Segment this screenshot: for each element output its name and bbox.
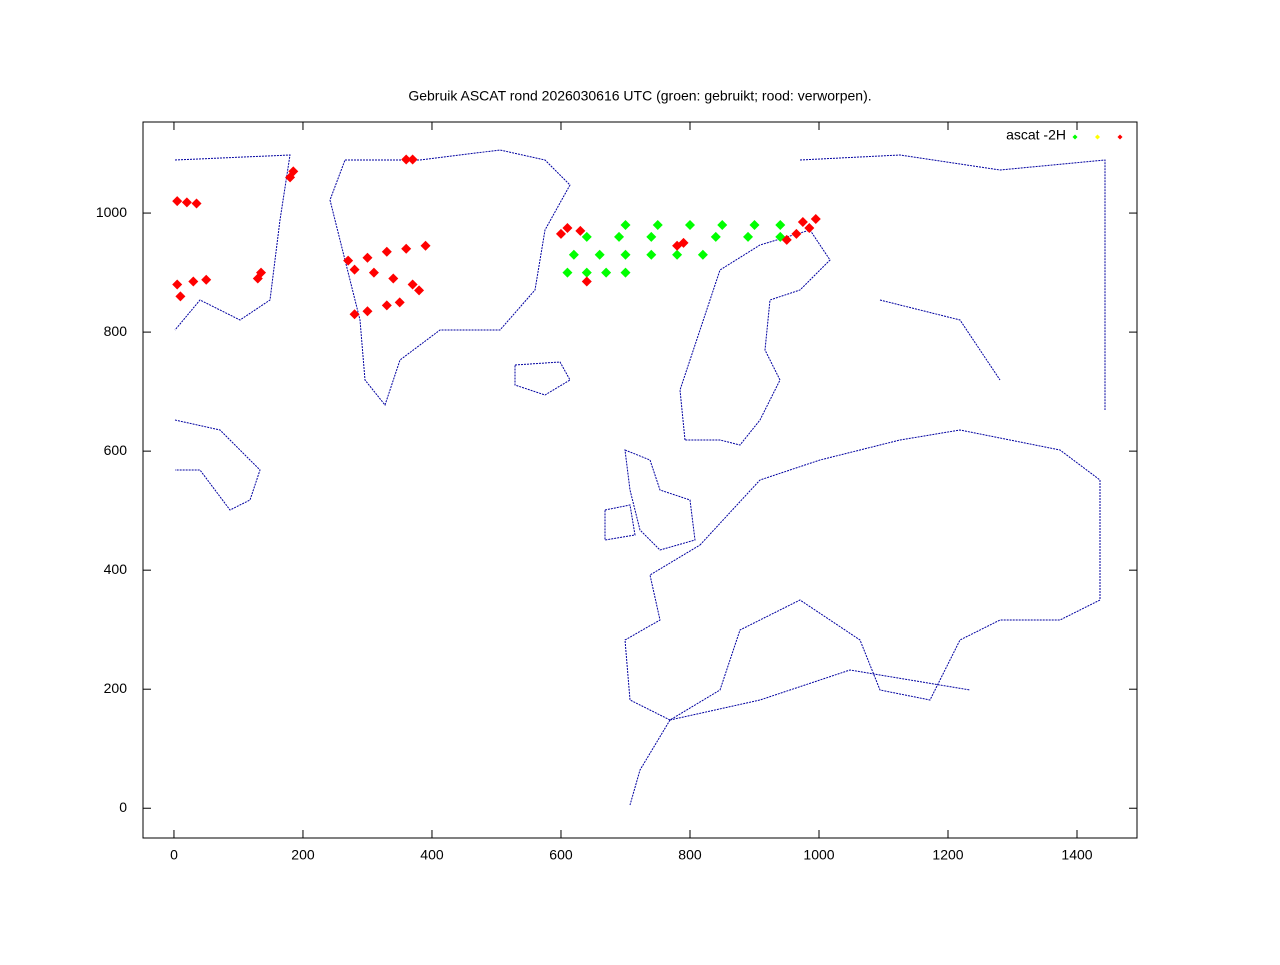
point — [791, 228, 802, 239]
point — [181, 197, 192, 208]
point — [188, 276, 199, 287]
point — [401, 243, 412, 254]
point — [381, 300, 392, 311]
point — [652, 219, 663, 230]
coastline — [679, 229, 831, 446]
y-tick-label: 800 — [104, 323, 128, 339]
point — [672, 249, 683, 260]
point — [581, 267, 592, 278]
chart-title: Gebruik ASCAT rond 2026030616 UTC (groen… — [408, 88, 871, 104]
coastline — [799, 154, 1106, 410]
point — [620, 249, 631, 260]
x-tick-label: 1400 — [1061, 847, 1092, 863]
y-tick-label: 400 — [104, 561, 128, 577]
x-tick-label: 200 — [291, 847, 315, 863]
point — [172, 279, 183, 290]
point — [349, 309, 360, 320]
coastline — [329, 149, 571, 407]
legend-symbol — [1117, 134, 1123, 140]
point — [614, 231, 625, 242]
y-tick-label: 1000 — [96, 204, 127, 220]
point — [401, 154, 412, 165]
coastline — [624, 429, 1101, 721]
y-tick-label: 0 — [119, 799, 127, 815]
point — [381, 246, 392, 257]
y-tick-label: 200 — [104, 680, 128, 696]
point — [555, 228, 566, 239]
point — [717, 219, 728, 230]
point — [201, 274, 212, 285]
point — [781, 234, 792, 245]
point — [562, 222, 573, 233]
point — [175, 291, 186, 302]
coastline — [514, 361, 571, 396]
point — [172, 196, 183, 207]
point — [672, 240, 683, 251]
point — [743, 231, 754, 242]
point — [646, 249, 657, 260]
point — [388, 273, 399, 284]
coastline — [629, 669, 971, 806]
point — [394, 297, 405, 308]
point — [562, 267, 573, 278]
point — [594, 249, 605, 260]
point — [581, 276, 592, 287]
point — [256, 267, 267, 278]
coastlines — [174, 149, 1106, 806]
point — [349, 264, 360, 275]
x-tick-label: 0 — [170, 847, 178, 863]
point — [710, 231, 721, 242]
legend-label: ascat -2H — [1006, 127, 1066, 143]
plot-frame — [142, 121, 1138, 839]
point — [407, 279, 418, 290]
point — [368, 267, 379, 278]
coastline — [174, 154, 291, 511]
point — [749, 219, 760, 230]
x-tick-label: 1200 — [932, 847, 963, 863]
x-tick-label: 800 — [678, 847, 702, 863]
point — [362, 252, 373, 263]
point — [775, 219, 786, 230]
point — [575, 225, 586, 236]
point — [343, 255, 354, 266]
point — [414, 285, 425, 296]
y-tick-label: 600 — [104, 442, 128, 458]
point — [601, 267, 612, 278]
point — [581, 231, 592, 242]
x-tick-label: 600 — [549, 847, 573, 863]
point — [810, 214, 821, 225]
legend-symbol — [1072, 134, 1078, 140]
point — [420, 240, 431, 251]
point — [191, 198, 202, 209]
point — [684, 219, 695, 230]
point — [362, 306, 373, 317]
point — [797, 216, 808, 227]
point — [568, 249, 579, 260]
point — [407, 154, 418, 165]
point — [697, 249, 708, 260]
coastline — [624, 449, 696, 551]
point — [804, 222, 815, 233]
x-tick-label: 400 — [420, 847, 444, 863]
point — [620, 267, 631, 278]
legend-symbol — [1095, 134, 1100, 140]
x-tick-label: 1000 — [803, 847, 834, 863]
coastline — [604, 504, 636, 541]
point — [288, 166, 299, 177]
point — [646, 231, 657, 242]
point — [620, 219, 631, 230]
